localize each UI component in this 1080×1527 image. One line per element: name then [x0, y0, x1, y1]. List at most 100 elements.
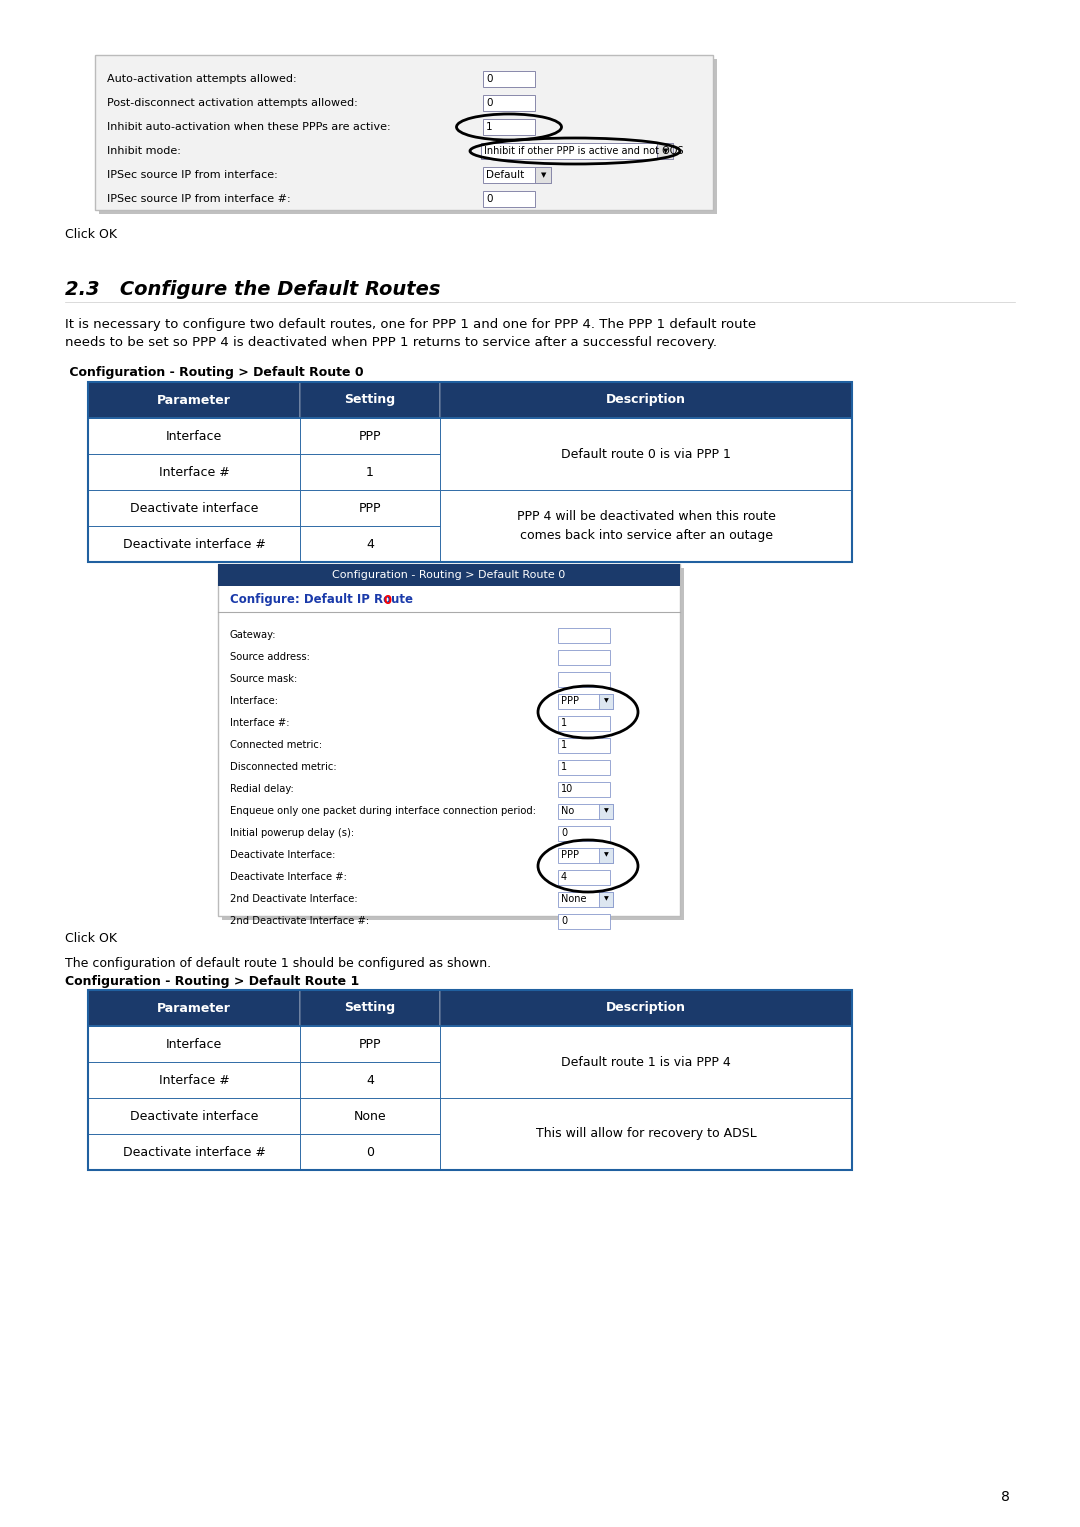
Text: None: None — [561, 893, 586, 904]
Text: Deactivate interface #: Deactivate interface # — [122, 538, 266, 551]
Text: 10: 10 — [561, 783, 573, 794]
Text: PPP: PPP — [561, 696, 579, 705]
Bar — [440, 490, 852, 562]
Text: No: No — [561, 806, 575, 815]
Text: PPP: PPP — [359, 429, 381, 443]
Text: ▼: ▼ — [541, 173, 546, 179]
Bar — [87, 1026, 300, 1061]
Text: It is necessary to configure two default routes, one for PPP 1 and one for PPP 4: It is necessary to configure two default… — [65, 318, 756, 350]
Bar — [300, 1026, 440, 1061]
Bar — [87, 989, 852, 1026]
Text: 0: 0 — [486, 73, 492, 84]
Bar — [300, 1098, 440, 1135]
Text: ▼: ▼ — [604, 808, 609, 814]
Bar — [558, 803, 613, 818]
Text: Deactivate Interface #:: Deactivate Interface #: — [230, 872, 347, 883]
Text: Description: Description — [606, 394, 686, 406]
Bar — [599, 892, 613, 907]
Bar — [87, 382, 852, 562]
Text: Configuration - Routing > Default Route 0: Configuration - Routing > Default Route … — [333, 570, 566, 580]
Text: 4: 4 — [561, 872, 567, 883]
Text: ▼: ▼ — [604, 698, 609, 704]
Bar — [87, 382, 300, 418]
Text: ▼: ▼ — [604, 852, 609, 858]
Bar — [87, 490, 300, 525]
Text: Deactivate interface: Deactivate interface — [130, 1110, 258, 1122]
Text: 0: 0 — [486, 194, 492, 205]
Bar — [558, 759, 610, 774]
Text: Interface #:: Interface #: — [230, 718, 289, 728]
Bar — [300, 1061, 440, 1098]
Text: 1: 1 — [486, 122, 492, 131]
Bar — [483, 95, 535, 111]
Bar — [657, 144, 673, 159]
Text: IPSec source IP from interface #:: IPSec source IP from interface #: — [107, 194, 291, 205]
Text: 1: 1 — [561, 718, 567, 728]
Bar — [300, 454, 440, 490]
Bar — [599, 847, 613, 863]
Text: Post-disconnect activation attempts allowed:: Post-disconnect activation attempts allo… — [107, 98, 357, 108]
Text: Inhibit auto-activation when these PPPs are active:: Inhibit auto-activation when these PPPs … — [107, 122, 391, 131]
Text: 0: 0 — [366, 1145, 374, 1159]
Bar — [440, 1098, 852, 1170]
Text: Default route 1 is via PPP 4: Default route 1 is via PPP 4 — [562, 1055, 731, 1069]
Text: 0: 0 — [486, 98, 492, 108]
Text: Redial delay:: Redial delay: — [230, 783, 294, 794]
Bar — [558, 892, 613, 907]
Bar — [558, 847, 613, 863]
Text: None: None — [353, 1110, 387, 1122]
Text: Click OK: Click OK — [65, 931, 117, 945]
Bar — [300, 1135, 440, 1170]
Text: Gateway:: Gateway: — [230, 631, 276, 640]
Bar — [558, 672, 610, 687]
Text: Setting: Setting — [345, 394, 395, 406]
Bar — [599, 693, 613, 709]
Bar — [87, 989, 300, 1026]
Text: Initial powerup delay (s):: Initial powerup delay (s): — [230, 828, 354, 838]
Bar — [483, 70, 535, 87]
Text: 1: 1 — [561, 762, 567, 773]
Text: Disconnected metric:: Disconnected metric: — [230, 762, 337, 773]
Text: 4: 4 — [366, 538, 374, 551]
Text: PPP: PPP — [359, 1037, 381, 1051]
Text: 0: 0 — [561, 916, 567, 925]
Bar — [300, 989, 440, 1026]
Text: 2nd Deactivate Interface #:: 2nd Deactivate Interface #: — [230, 916, 369, 925]
Text: Default: Default — [486, 169, 524, 180]
Text: Parameter: Parameter — [157, 394, 231, 406]
Text: IPSec source IP from interface:: IPSec source IP from interface: — [107, 169, 278, 180]
Bar — [222, 568, 684, 919]
Bar — [300, 490, 440, 525]
Bar — [87, 382, 852, 418]
Bar — [300, 382, 440, 418]
Text: Enqueue only one packet during interface connection period:: Enqueue only one packet during interface… — [230, 806, 536, 815]
Text: Configuration - Routing > Default Route 1: Configuration - Routing > Default Route … — [65, 976, 360, 988]
Bar — [218, 563, 680, 916]
Bar — [300, 525, 440, 562]
Text: Configuration - Routing > Default Route 0: Configuration - Routing > Default Route … — [65, 366, 364, 379]
Bar — [558, 869, 610, 884]
Bar — [87, 989, 852, 1170]
Bar — [558, 913, 610, 928]
Text: 2nd Deactivate Interface:: 2nd Deactivate Interface: — [230, 893, 357, 904]
Text: 8: 8 — [1001, 1490, 1010, 1504]
Bar — [300, 418, 440, 454]
Text: 4: 4 — [366, 1073, 374, 1087]
Text: Deactivate interface: Deactivate interface — [130, 501, 258, 515]
Bar — [558, 826, 610, 840]
Bar — [558, 738, 610, 753]
Bar — [95, 55, 713, 211]
Bar — [558, 782, 610, 797]
Text: Configure: Default IP Route: Configure: Default IP Route — [230, 594, 417, 606]
Text: Connected metric:: Connected metric: — [230, 741, 322, 750]
Text: Setting: Setting — [345, 1002, 395, 1014]
Text: Interface: Interface — [166, 429, 222, 443]
Bar — [440, 989, 852, 1026]
Text: Inhibit mode:: Inhibit mode: — [107, 147, 180, 156]
Bar — [483, 119, 535, 134]
Text: Interface #: Interface # — [159, 1073, 229, 1087]
Text: 1: 1 — [366, 466, 374, 478]
Bar — [558, 628, 610, 643]
Bar — [440, 418, 852, 490]
Bar — [87, 1135, 300, 1170]
